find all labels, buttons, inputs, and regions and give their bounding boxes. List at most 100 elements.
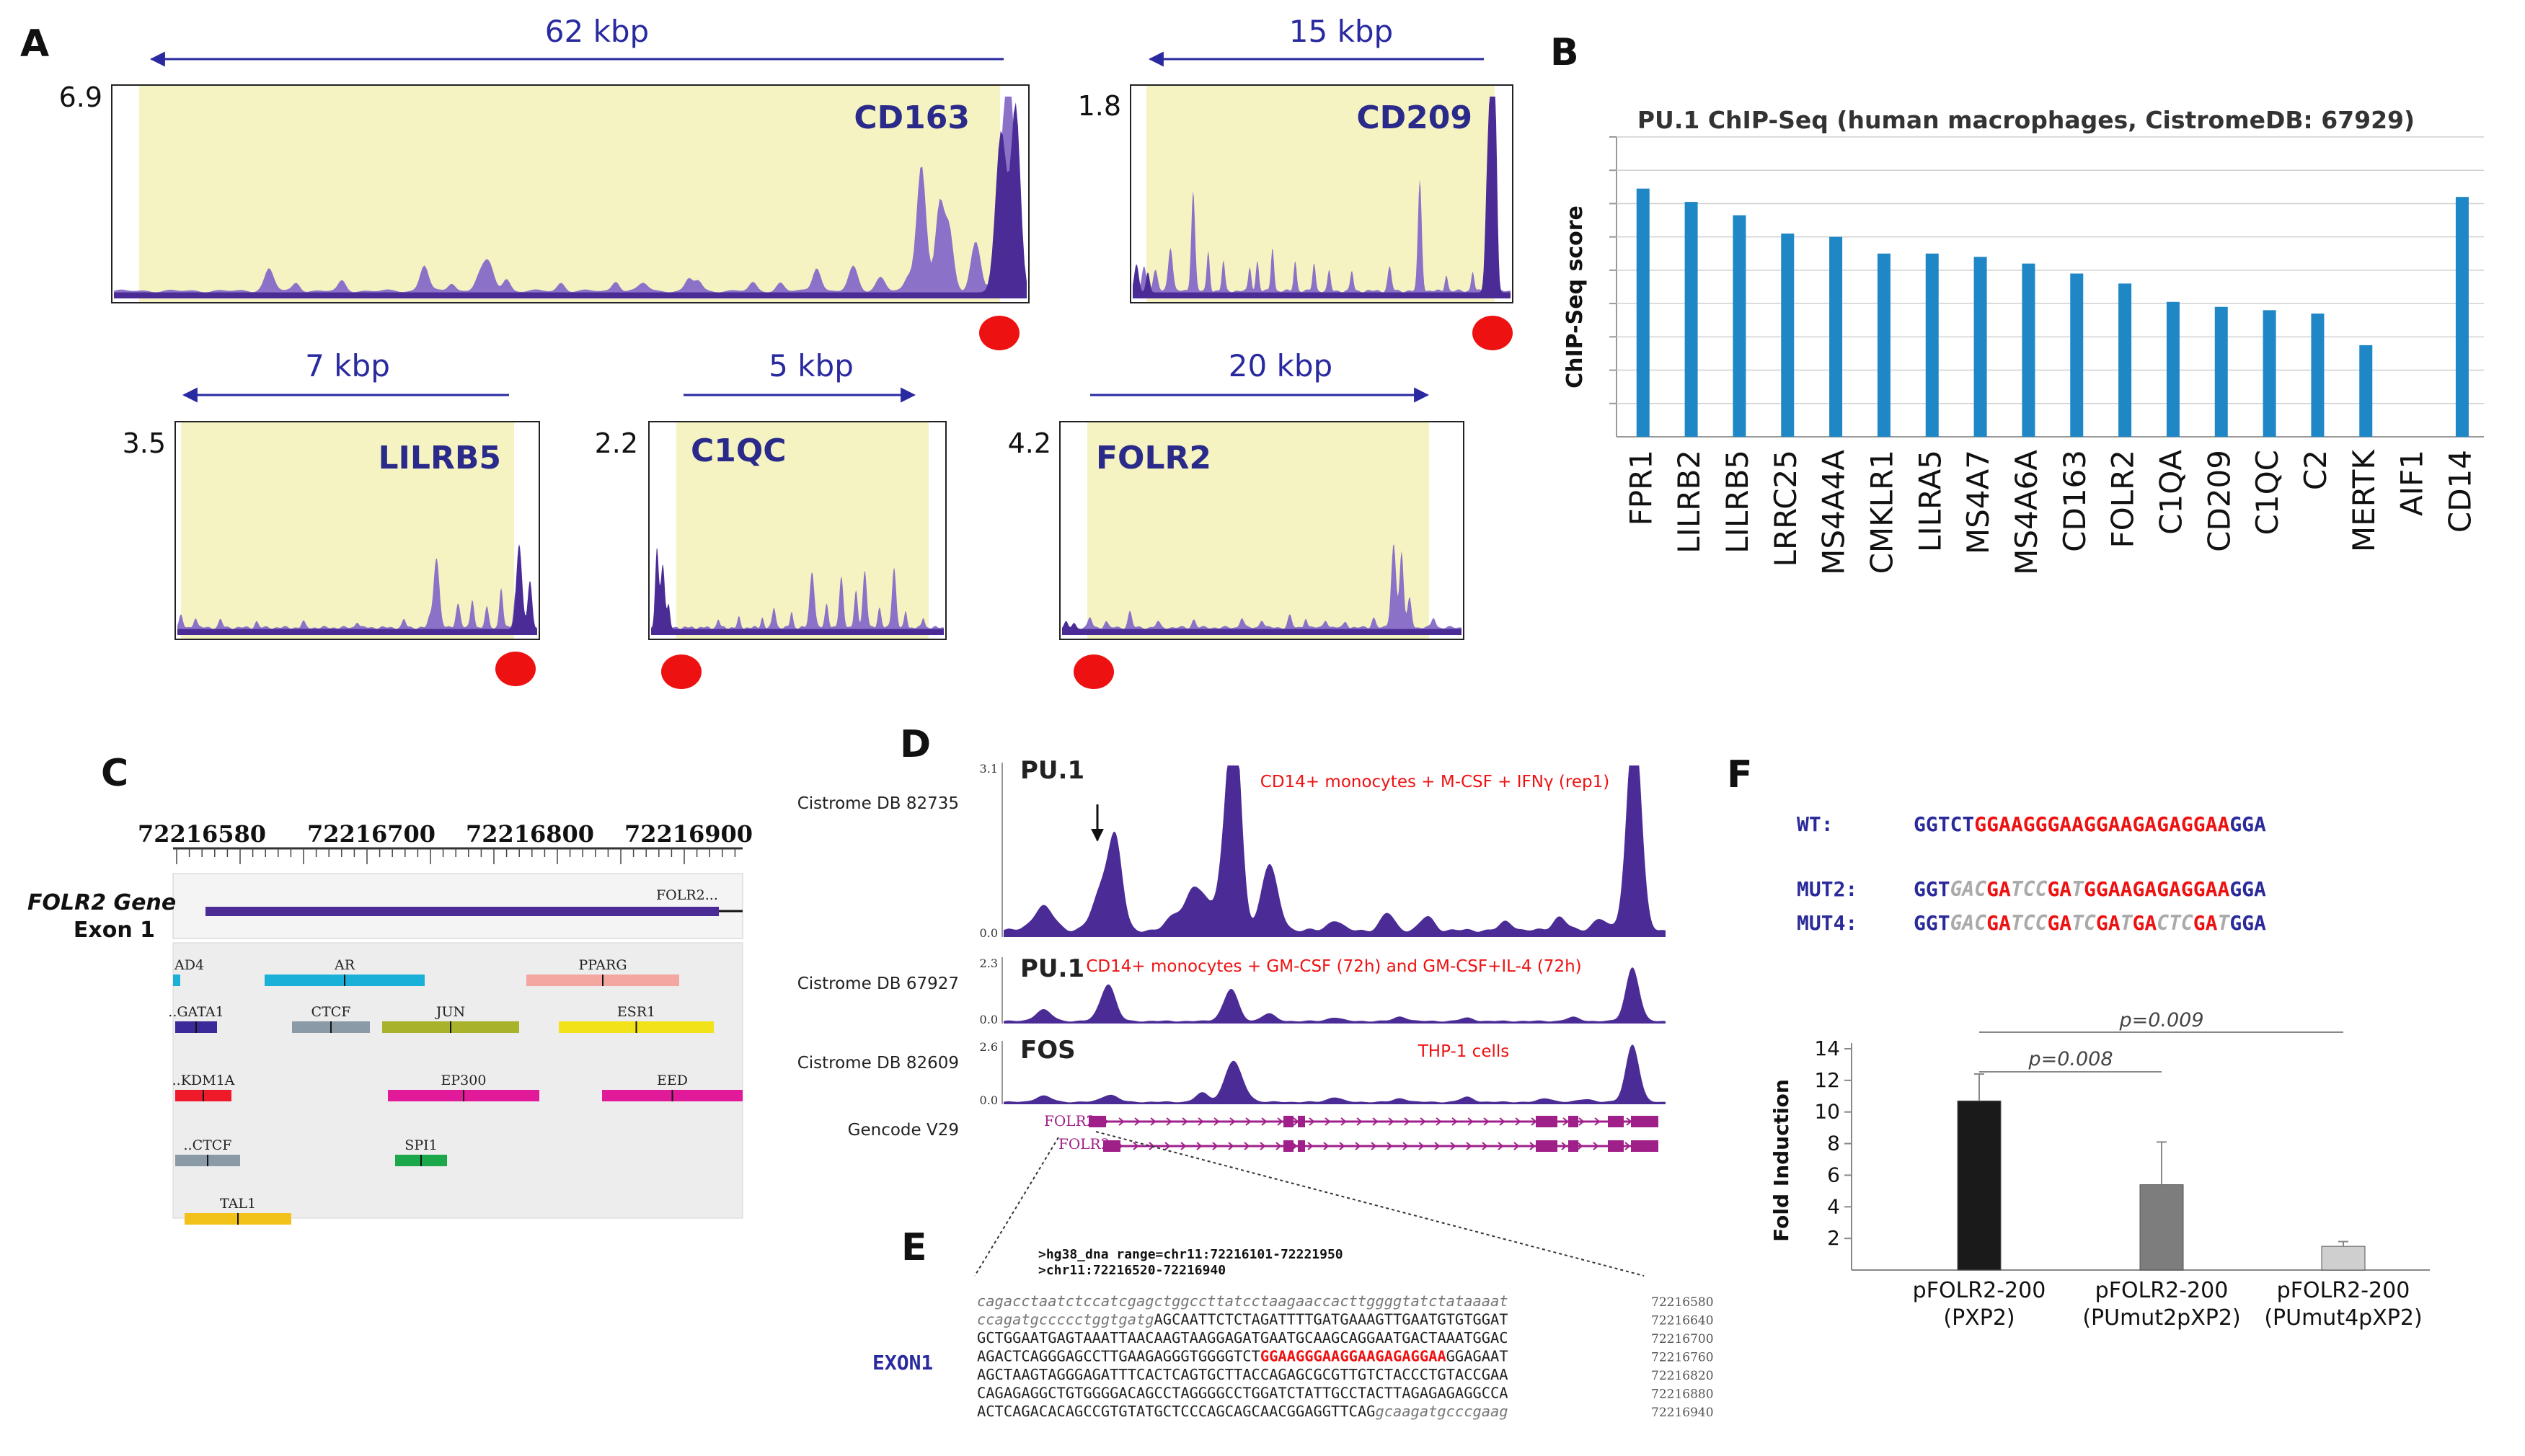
bar-folr2 bbox=[2118, 283, 2132, 437]
y-tick: 6 bbox=[1827, 1163, 1840, 1186]
span-label: 62 kbp bbox=[545, 14, 649, 49]
tf-ctcf: CTCF bbox=[292, 1004, 370, 1033]
y-tick: 8 bbox=[1827, 1132, 1840, 1155]
svg-text:EP300: EP300 bbox=[441, 1073, 487, 1088]
seq-position: 72216760 bbox=[1651, 1351, 1714, 1365]
tf-eed: EED bbox=[602, 1073, 743, 1101]
tick-label: FPR1 bbox=[1623, 450, 1658, 525]
bar-lilra5 bbox=[1925, 253, 1939, 437]
track-db: Cistrome DB 82609 bbox=[797, 1054, 959, 1073]
bar-cmklr1 bbox=[1877, 253, 1891, 437]
bar-c1qa bbox=[2166, 301, 2180, 437]
tick-label: CD163 bbox=[2057, 450, 2092, 552]
svg-text:AD4: AD4 bbox=[174, 957, 204, 973]
bar-c1qc bbox=[2263, 310, 2276, 437]
gene-label: FOLR2 Gene bbox=[27, 890, 176, 915]
scale-max: 3.5 bbox=[123, 427, 166, 459]
track-condition: CD14+ monocytes + GM-CSF (72h) and GM-CS… bbox=[1086, 957, 1581, 976]
panel-b-chart: PU.1 ChIP-Seq (human macrophages, Cistro… bbox=[1562, 106, 2484, 575]
bar-lilrb5 bbox=[1733, 215, 1746, 437]
tick-label: C1QA bbox=[2153, 450, 2188, 535]
seq-line: ccagatgccccctggtgatgAGCAATTCTCTAGATTTTGA… bbox=[977, 1311, 1508, 1328]
tf-esr1: ESR1 bbox=[559, 1004, 714, 1033]
svg-text:AR: AR bbox=[334, 957, 355, 973]
svg-text:ESR1: ESR1 bbox=[617, 1004, 655, 1020]
seq-line: GCTGGAATGAGTAAATTAACAAGTAAGGAGATGAATGCAA… bbox=[977, 1329, 1508, 1346]
span-label: 20 kbp bbox=[1229, 348, 1332, 383]
track-db: Cistrome DB 67927 bbox=[797, 975, 959, 993]
bar-label: pFOLR2-200 bbox=[2277, 1278, 2410, 1303]
tf-pparg: PPARG bbox=[526, 957, 679, 986]
locus-lilrb5: 7 kbp LILRB5 3.5 bbox=[123, 348, 540, 686]
svg-text:TAL1: TAL1 bbox=[220, 1196, 256, 1212]
seq-header-1: >hg38_dna range=chr11:72216101-72221950 bbox=[1038, 1247, 1343, 1262]
panel-e-sequence: >hg38_dna range=chr11:72216101-72221950 … bbox=[872, 1131, 1714, 1420]
bar-sublabel: (PUmut4pXP2) bbox=[2264, 1305, 2422, 1331]
seq-line: ACTCAGACACAGCCGTGTATGCTCCCAGCAGCAACGGAGG… bbox=[977, 1403, 1508, 1420]
panel-label-c: C bbox=[101, 752, 128, 795]
tf-tal1: TAL1 bbox=[185, 1196, 291, 1225]
tick-label: FOLR2 bbox=[2105, 450, 2141, 549]
seq-position: 72216820 bbox=[1651, 1369, 1714, 1383]
seq-line: AGACTCAGGGAGCCTTGAAGAGGGTGGGGTCTGGAAGGGA… bbox=[977, 1348, 1508, 1365]
bar-sublabel: (PXP2) bbox=[1943, 1305, 2015, 1331]
tss-dot bbox=[495, 652, 536, 686]
panel-label-b: B bbox=[1550, 31, 1579, 74]
scale-max: 2.2 bbox=[595, 427, 638, 459]
seq-line: AGCTAAGTAGGGAGATTTCACTCAGTGCTTACCAGAGCGC… bbox=[977, 1366, 1508, 1383]
gencode-label: Gencode V29 bbox=[848, 1121, 959, 1140]
tick-label: MERTK bbox=[2346, 449, 2382, 553]
fold-bar-2: pFOLR2-200(PUmut2pXP2) bbox=[2082, 1141, 2241, 1331]
exon-bar bbox=[205, 907, 719, 916]
highlight-region bbox=[676, 422, 929, 639]
svg-text:EED: EED bbox=[657, 1073, 688, 1088]
bar-ms4a6a bbox=[2022, 263, 2035, 437]
gene-name: CD163 bbox=[854, 99, 970, 136]
panel-a-tracks: 62 kbp CD163 6.9 15 kbp CD209 1.8 7 kbp LILRB5 3… bbox=[59, 14, 1513, 689]
scale-max: 4.2 bbox=[1008, 427, 1051, 459]
seq-label: MUT4: bbox=[1797, 911, 1857, 935]
fold-bar-3: pFOLR2-200(PUmut4pXP2) bbox=[2264, 1240, 2423, 1331]
f-ylabel: Fold Induction bbox=[1769, 1079, 1793, 1242]
p-value-1: p=0.008 bbox=[2027, 1048, 2113, 1070]
track-ymax: 2.6 bbox=[980, 1040, 998, 1054]
track-ymin: 0.0 bbox=[980, 926, 998, 940]
seq-header-2: >chr11:72216520-72216940 bbox=[1038, 1263, 1226, 1278]
seq-line: CAGAGAGGCTGTGGGGACAGCCTAGGGGCCTGGATCTATT… bbox=[977, 1385, 1508, 1402]
scale-max: 6.9 bbox=[59, 81, 102, 113]
scale-max: 1.8 bbox=[1078, 90, 1121, 122]
tss-dot bbox=[1472, 316, 1513, 350]
track-3: 2.6 0.0 Cistrome DB 82609 FOS THP-1 cells bbox=[797, 1036, 1666, 1107]
signal-track bbox=[651, 568, 944, 635]
chart-ylabel: ChIP-Seq score bbox=[1562, 205, 1588, 389]
tf-ctcf: ..CTCF bbox=[175, 1137, 240, 1166]
tick-label: CD209 bbox=[2201, 450, 2237, 552]
signal-track bbox=[114, 97, 1027, 298]
tss-dot bbox=[661, 654, 702, 689]
seq-position: 72216940 bbox=[1651, 1406, 1714, 1420]
bar-cd163 bbox=[2070, 273, 2084, 437]
svg-text:JUN: JUN bbox=[435, 1004, 465, 1020]
y-tick: 2 bbox=[1827, 1226, 1840, 1250]
track-factor: FOS bbox=[1020, 1036, 1076, 1065]
panel-label-d: D bbox=[900, 723, 931, 766]
bar-ms4a4a bbox=[1829, 236, 1843, 437]
tf-ad4: AD4 bbox=[173, 957, 204, 986]
locus-cd209: 15 kbp CD209 1.8 bbox=[1078, 14, 1513, 350]
tick-label: MS4A7 bbox=[1960, 450, 1996, 554]
bar-label: pFOLR2-200 bbox=[1913, 1278, 2046, 1303]
tick-label: AIF1 bbox=[2394, 450, 2430, 516]
seq-position: 72216880 bbox=[1651, 1388, 1714, 1402]
bar-c2 bbox=[2311, 313, 2325, 437]
tick-label: CMKLR1 bbox=[1864, 450, 1899, 574]
locus-cd163: 62 kbp CD163 6.9 bbox=[59, 14, 1030, 350]
bar-cd209 bbox=[2214, 306, 2228, 437]
track-ymin: 0.0 bbox=[980, 1093, 998, 1107]
signal-peak bbox=[1062, 621, 1462, 635]
track-ymin: 0.0 bbox=[980, 1013, 998, 1026]
highlight-region bbox=[181, 422, 514, 639]
bar-fpr1 bbox=[1636, 188, 1650, 437]
panel-label-f: F bbox=[1727, 753, 1753, 796]
tf-kdm1a: ..KDM1A bbox=[172, 1073, 235, 1101]
track-db: Cistrome DB 82735 bbox=[797, 794, 959, 813]
